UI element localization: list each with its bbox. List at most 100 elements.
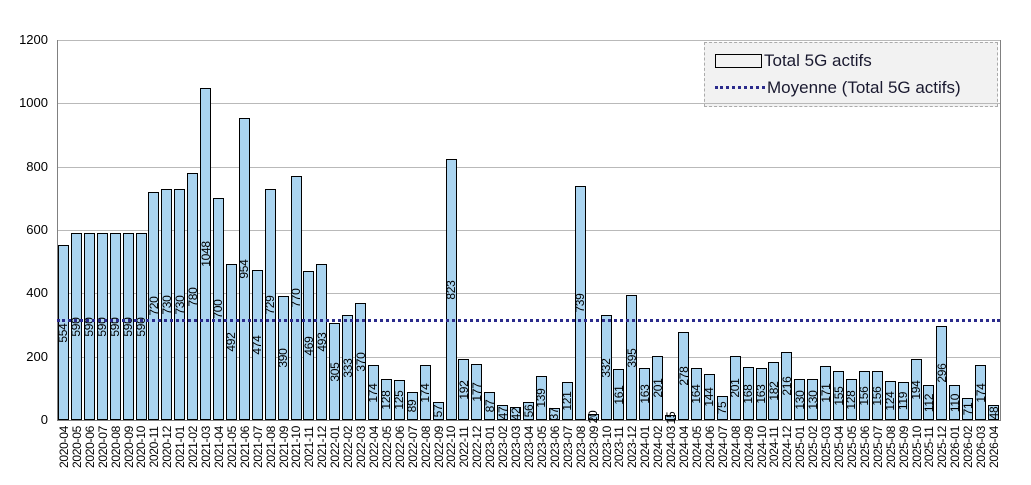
legend-label-moyenne: Moyenne (Total 5G actifs) — [767, 77, 961, 97]
bar — [601, 315, 612, 420]
bar-value-label: 305 — [327, 361, 342, 382]
x-axis-tick-label: 2020-12 — [160, 426, 175, 468]
x-axis-tick-label: 2022-05 — [379, 426, 394, 468]
x-axis-tick-label: 2026-04 — [987, 426, 1002, 468]
bar — [187, 173, 198, 420]
bar — [613, 369, 624, 420]
x-axis-tick-label: 2026-01 — [948, 426, 963, 468]
bar-value-label: 177 — [469, 382, 484, 402]
x-axis-tick-label: 2021-11 — [302, 426, 317, 468]
x-axis-tick-label: 2025-11 — [922, 426, 937, 468]
bar — [872, 371, 883, 420]
bar — [820, 366, 831, 420]
x-axis-line — [57, 420, 1001, 421]
x-axis-tick-label: 2024-04 — [677, 426, 691, 468]
x-axis-tick-label: 2020-07 — [95, 426, 110, 468]
bar-value-label: 739 — [573, 293, 588, 313]
bar — [756, 368, 767, 420]
bar-value-label: 87 — [482, 399, 497, 413]
bar — [923, 385, 934, 420]
x-axis-tick-label: 2025-08 — [883, 426, 898, 468]
y-gridline — [57, 40, 1000, 41]
x-axis-tick-label: 2020-04 — [56, 426, 71, 468]
bar-value-label: 57 — [431, 404, 446, 418]
bar — [226, 264, 237, 420]
x-axis-tick-label: 2020-10 — [134, 426, 149, 468]
bar-value-label: 194 — [909, 379, 924, 400]
bar-value-label: 75 — [715, 401, 730, 415]
bar-value-label: 332 — [599, 357, 613, 378]
x-axis-tick-label: 2021-12 — [315, 426, 330, 468]
bar-value-label: 42 — [508, 407, 523, 420]
x-axis-tick-label: 2023-07 — [560, 426, 575, 468]
bar — [458, 359, 469, 420]
bar-value-label: 56 — [521, 404, 536, 418]
bar — [355, 303, 366, 420]
x-axis-tick-label: 2020-11 — [147, 426, 162, 468]
bar — [639, 368, 650, 420]
bar-value-label: 554 — [56, 322, 71, 343]
bar — [161, 189, 172, 420]
bar — [588, 414, 599, 420]
average-line — [57, 319, 1000, 322]
bar-value-label: 112 — [921, 393, 936, 412]
dotted-line-swatch-icon — [715, 86, 765, 90]
x-axis-tick-label: 2022-04 — [366, 426, 381, 468]
bar — [368, 365, 379, 420]
bar — [123, 233, 134, 420]
bar — [239, 118, 250, 420]
x-axis-tick-label: 2021-08 — [263, 426, 278, 468]
x-axis-tick-label: 2023-10 — [599, 426, 614, 468]
legend: Total 5G actifs Moyenne (Total 5G actifs… — [704, 42, 998, 107]
bar — [484, 392, 495, 420]
legend-label-total-5g: Total 5G actifs — [764, 51, 872, 71]
x-axis-tick-label: 2025-10 — [909, 426, 924, 468]
bar — [148, 192, 159, 420]
x-axis-tick-label: 2025-02 — [806, 426, 821, 468]
y-axis-tick-label: 1200 — [19, 32, 48, 47]
bar — [303, 271, 314, 420]
x-axis-tick-label: 2023-08 — [573, 426, 588, 468]
y-gridline — [57, 293, 1000, 294]
bar-value-label: 192 — [456, 379, 471, 400]
y-gridline — [57, 167, 1000, 168]
y-axis-tick-label: 0 — [40, 412, 48, 427]
bar — [265, 189, 276, 420]
bar — [342, 315, 353, 420]
bar-value-label: 1048 — [198, 241, 213, 267]
x-axis-tick-label: 2024-09 — [741, 426, 756, 468]
bar — [200, 88, 211, 420]
bar-value-label: 390 — [276, 348, 291, 368]
x-axis-tick-label: 2022-11 — [457, 426, 472, 468]
x-axis-tick-label: 2021-07 — [250, 426, 265, 468]
bar-value-label: 128 — [379, 389, 394, 410]
x-axis-tick-label: 2021-06 — [237, 426, 252, 468]
bar — [885, 381, 896, 420]
bar — [174, 189, 185, 420]
bar-value-label: 128 — [844, 389, 859, 410]
x-axis-tick-label: 2023-06 — [547, 426, 562, 468]
bar — [471, 364, 482, 420]
x-axis-tick-label: 2024-01 — [638, 426, 653, 468]
x-axis-tick-label: 2023-11 — [612, 426, 627, 468]
bar-value-label: 370 — [353, 351, 368, 372]
bar-value-label: 161 — [611, 384, 626, 405]
x-axis-tick-label: 2025-09 — [896, 426, 911, 468]
x-axis-tick-label: 2023-03 — [509, 426, 524, 468]
bar — [562, 382, 573, 420]
bar-value-label: 164 — [689, 384, 704, 404]
x-axis-tick-label: 2021-04 — [211, 426, 226, 468]
y-axis-tick-label: 600 — [26, 222, 48, 237]
bar — [278, 296, 289, 420]
bar — [252, 270, 263, 420]
x-axis-tick-label: 2021-03 — [199, 426, 214, 468]
y-gridline — [57, 357, 1000, 358]
x-axis-tick-label: 2024-07 — [715, 426, 730, 468]
bar — [652, 356, 663, 420]
bar — [523, 402, 534, 420]
x-axis-tick-label: 2022-12 — [470, 426, 485, 468]
bar-swatch-icon — [715, 54, 762, 69]
bar-value-label: 182 — [766, 381, 781, 401]
bar-value-label: 474 — [250, 335, 265, 355]
bar-value-label: 278 — [676, 366, 691, 386]
